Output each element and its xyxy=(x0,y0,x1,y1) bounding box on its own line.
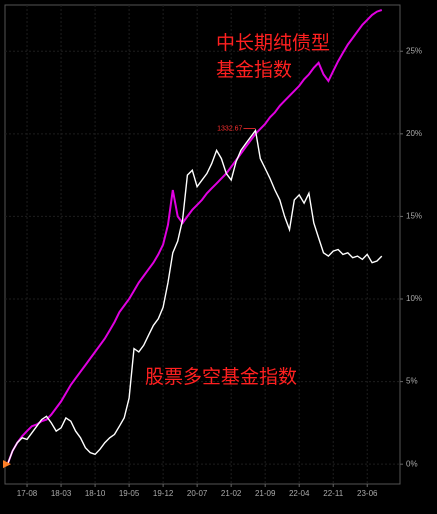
y-tick-label: 5% xyxy=(406,377,418,386)
x-tick-label: 21-02 xyxy=(221,489,242,498)
series-label: 中长期纯债型基金指数 xyxy=(216,32,331,81)
annotation: 1332.67 xyxy=(217,125,242,132)
line-series xyxy=(6,9,383,465)
series-label: 股票多空基金指数 xyxy=(145,366,298,388)
x-tick-label: 18-03 xyxy=(51,489,72,498)
y-tick-label: 25% xyxy=(406,46,422,55)
x-tick-label: 22-11 xyxy=(323,489,343,498)
x-tick-label: 21-09 xyxy=(255,489,276,498)
x-tick-label: 19-12 xyxy=(153,489,174,498)
y-tick-label: 15% xyxy=(406,212,422,221)
y-tick-label: 20% xyxy=(406,129,422,138)
y-tick-label: 0% xyxy=(406,459,418,468)
x-tick-label: 22-04 xyxy=(289,489,310,498)
x-tick-label: 20-07 xyxy=(187,489,208,498)
x-tick-label: 18-10 xyxy=(85,489,106,498)
x-tick-label: 17-08 xyxy=(17,489,38,498)
start-marker xyxy=(3,460,11,469)
x-tick-label: 23-06 xyxy=(357,489,378,498)
y-tick-label: 10% xyxy=(406,294,422,303)
line-series xyxy=(6,128,383,465)
x-tick-label: 19-05 xyxy=(119,489,140,498)
plot-frame xyxy=(4,4,401,485)
